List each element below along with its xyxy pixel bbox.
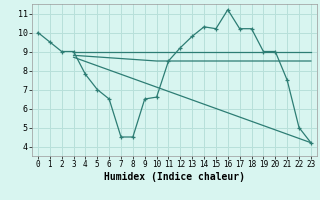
X-axis label: Humidex (Indice chaleur): Humidex (Indice chaleur) <box>104 172 245 182</box>
